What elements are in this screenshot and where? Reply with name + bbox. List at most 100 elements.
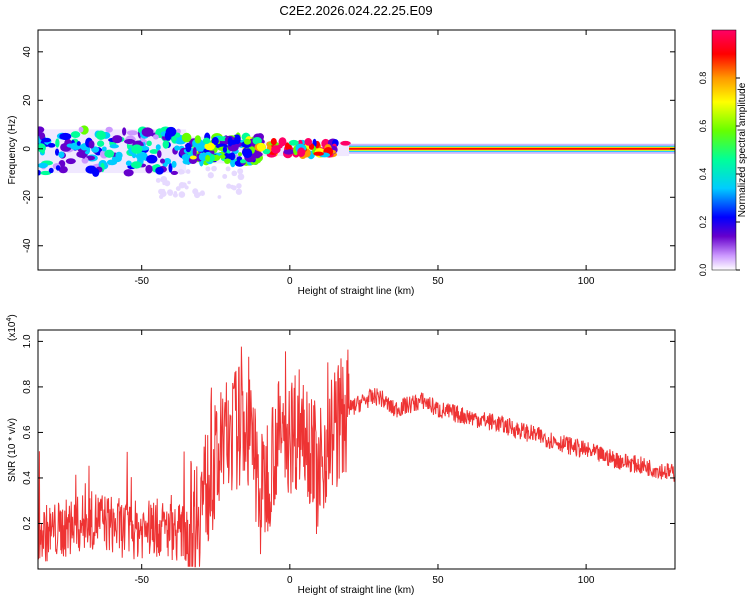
x-tick-label: 100	[578, 276, 595, 287]
spectrogram-blob	[205, 166, 211, 172]
snr-frame	[37, 329, 676, 570]
colorbar-gradient	[711, 29, 737, 271]
spectrogram-x-label: Height of straight line (km)	[298, 286, 415, 297]
spectrogram-blob	[313, 151, 324, 156]
spectrogram-frame	[37, 29, 676, 271]
spectrogram-blob	[187, 180, 191, 185]
spectrogram-blob	[211, 137, 219, 146]
spectrogram-blob	[70, 131, 81, 139]
spectrogram-blob	[65, 158, 76, 165]
spectrogram-blob	[173, 191, 178, 195]
spectrogram-x-ticks: -50 0 50 100	[134, 30, 595, 287]
spectrogram-blob	[97, 140, 105, 147]
spectrogram-blob	[205, 154, 211, 162]
spectrogram-blob	[162, 140, 170, 149]
spectrogram-blob	[58, 165, 68, 174]
spectrogram-blob	[181, 132, 192, 143]
spectrogram-blob	[235, 188, 243, 195]
spectrogram-blob	[185, 142, 192, 153]
snr-y-ticks: 0.2 0.4 0.6 0.8 1.0	[22, 334, 675, 530]
spectrogram-blob	[242, 148, 253, 159]
spectrogram-blob	[122, 127, 127, 136]
spectrogram-blob	[204, 151, 212, 157]
spectrogram-blob	[202, 137, 211, 144]
spectrogram-blob	[277, 144, 283, 149]
x-tick-label: 100	[578, 575, 595, 586]
spectrogram-blob	[175, 186, 181, 191]
spectrogram-blob	[167, 190, 174, 196]
spectrogram-blob	[91, 168, 100, 177]
spectrogram-blob	[228, 139, 238, 145]
spectrogram-blob	[304, 138, 313, 146]
x-tick-label: -50	[134, 575, 149, 586]
spectrogram-blob	[236, 183, 242, 189]
spectrogram-y-label: Frequency (Hz)	[7, 116, 18, 185]
colorbar-tick-label: 0.8	[698, 72, 708, 85]
spectrogram-blob	[192, 147, 197, 157]
spectrogram-blob	[101, 146, 107, 152]
spectrogram-blob	[123, 169, 134, 177]
spectrogram-blob	[155, 144, 161, 151]
spectrogram-blob	[91, 146, 100, 153]
spectrogram-blob	[104, 149, 115, 158]
y-tick-label: 20	[22, 94, 33, 106]
spectrogram-blob	[168, 163, 173, 173]
spectrogram-blob	[194, 135, 202, 144]
spectrogram-blob	[217, 195, 222, 199]
spectrogram-blob	[78, 126, 84, 133]
spectrogram-blob	[146, 140, 152, 147]
spectrogram-blob	[48, 167, 54, 174]
colorbar-tick-label: 0.2	[698, 216, 708, 229]
y-tick-label: 0.2	[22, 516, 33, 530]
spectrogram-blob	[178, 182, 186, 189]
spectrogram-marks	[38, 125, 675, 200]
spectrogram-blob	[239, 159, 247, 164]
spectrogram-blob	[231, 170, 238, 177]
spectrogram-blob	[155, 166, 164, 175]
spectrogram-blob	[131, 152, 137, 159]
spectrogram-blob	[81, 153, 86, 159]
spectrogram-blob	[185, 169, 191, 174]
spectrogram-blob	[124, 139, 136, 145]
spectrogram-blob	[237, 152, 243, 157]
spectrogram-panel: -50 0 50 100 -40 -20 0 20 40 Height of straight…	[7, 29, 676, 297]
snr-y-label: SNR (10 * v/v)	[7, 418, 18, 482]
spectrogram-blob	[130, 161, 142, 169]
spectrogram-blob	[41, 137, 52, 143]
spectrogram-blob	[340, 140, 351, 146]
spectrogram-blob	[146, 154, 158, 164]
spectrogram-blob	[222, 173, 228, 179]
spectrogram-blob	[55, 148, 60, 156]
spectrogram-blob	[256, 142, 266, 152]
spectrogram-blob	[88, 140, 95, 149]
spectrogram-blob	[55, 138, 60, 148]
spectrogram-blob	[164, 130, 172, 141]
spectrogram-blob	[171, 160, 177, 168]
spectrogram-blob	[76, 141, 81, 146]
snr-y-scale-exponent: 4	[6, 318, 13, 322]
spectrogram-y-ticks: -40 -20 0 20 40	[22, 46, 675, 253]
spectrogram-blob	[38, 162, 48, 169]
spectrogram-blob	[38, 170, 41, 176]
snr-y-scale-label: (x104)	[6, 314, 18, 341]
spectrogram-blob	[155, 177, 161, 183]
spectrogram-blob	[159, 158, 165, 164]
spectrogram-blob	[96, 130, 106, 140]
spectrogram-blob	[174, 145, 180, 151]
colorbar: 0.0 0.2 0.4 0.6 0.8 Normalized spectral ampl…	[698, 29, 748, 276]
y-tick-label: 0.6	[22, 425, 33, 439]
spectrogram-line-core	[349, 147, 675, 150]
spectrogram-blob	[66, 143, 75, 148]
spectrogram-blob	[283, 149, 294, 155]
spectrogram-blob	[219, 154, 226, 159]
y-tick-label: -20	[22, 190, 33, 205]
x-tick-label: 0	[287, 575, 293, 586]
spectrogram-blob	[145, 164, 153, 174]
spectrogram-blob	[184, 185, 189, 190]
spectrogram-blob	[160, 176, 168, 183]
spectrogram-blob	[152, 134, 159, 140]
spectrogram-blob	[126, 130, 138, 136]
colorbar-tick-label: 0.6	[698, 120, 708, 133]
x-tick-label: 50	[432, 276, 444, 287]
